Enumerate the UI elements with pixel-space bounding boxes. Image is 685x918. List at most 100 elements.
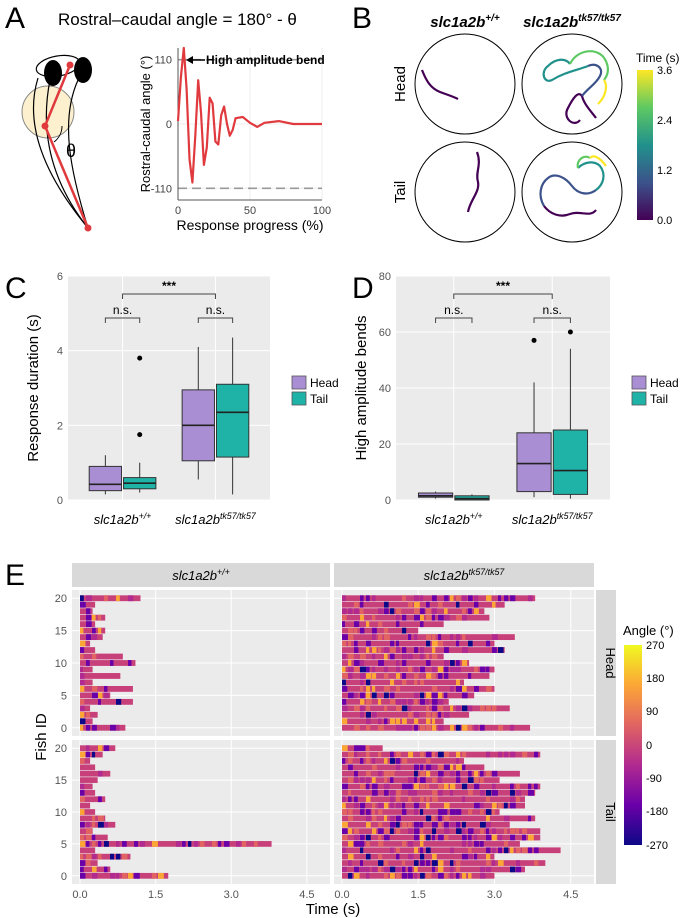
- e-angle-cell: [456, 601, 460, 608]
- e-angle-cell: [396, 673, 400, 679]
- e-angle-cell: [342, 608, 347, 615]
- e-angle-cell: [80, 647, 85, 653]
- e-angle-cell: [104, 685, 108, 692]
- b-legend-tick-0: 0.0: [657, 215, 672, 227]
- e-angle-cell: [348, 608, 353, 615]
- e-angle-cell: [98, 745, 103, 752]
- e-angle-cell: [348, 666, 354, 673]
- e-angle-cell: [372, 783, 378, 790]
- e-angle-cell: [86, 634, 92, 641]
- e-angle-cell: [408, 666, 413, 673]
- e-angle-cell: [360, 841, 365, 847]
- e-angle-cell: [486, 796, 490, 803]
- e-angle-cell: [80, 666, 84, 673]
- e-angle-cell: [372, 627, 377, 634]
- e-fish-row-bar: [80, 724, 126, 731]
- e-angle-cell: [480, 789, 485, 796]
- d-legend-swatch-head: [631, 375, 647, 390]
- e-fish-row-bar: [342, 608, 485, 615]
- e-angle-cell: [86, 608, 91, 615]
- e-angle-cell: [444, 692, 448, 699]
- e-angle-cell: [182, 841, 186, 847]
- e-angle-cell: [354, 660, 360, 666]
- e-angle-cell: [372, 653, 376, 660]
- e-angle-cell: [98, 853, 102, 860]
- e-legend-tick-m90: -90: [646, 773, 662, 785]
- e-angle-cell: [432, 821, 438, 828]
- e-angle-cell: [86, 660, 90, 666]
- e-angle-cell: [450, 595, 454, 602]
- e-angle-cell: [534, 847, 539, 854]
- e-angle-cell: [140, 841, 145, 847]
- e-angle-cell: [92, 634, 98, 641]
- e-angle-cell: [486, 789, 492, 796]
- e-angle-cell: [498, 802, 503, 809]
- e-angle-cell: [402, 595, 406, 602]
- e-angle-cell: [414, 608, 420, 615]
- e-angle-cell: [396, 872, 401, 879]
- e-angle-cell: [432, 692, 438, 699]
- e-angle-cell: [372, 815, 377, 822]
- e-angle-cell: [360, 595, 364, 602]
- e-angle-cell: [360, 758, 364, 764]
- e-angle-cell: [342, 705, 348, 712]
- e-angle-cell: [462, 608, 466, 615]
- c-outlier-point: [137, 355, 143, 361]
- e-angle-cell: [390, 692, 395, 699]
- e-angle-cell: [456, 770, 461, 777]
- e-angle-cell: [402, 679, 407, 686]
- e-angle-cell: [128, 872, 133, 879]
- e-angle-cell: [480, 770, 484, 777]
- e-angle-cell: [438, 764, 444, 771]
- e-angle-cell: [390, 679, 395, 686]
- e-angle-cell: [450, 666, 456, 673]
- e-angle-cell: [354, 724, 360, 731]
- e-angle-cell: [348, 692, 354, 699]
- e-angle-cell: [354, 751, 358, 758]
- e-angle-cell: [360, 783, 365, 790]
- e-angle-cell: [98, 841, 102, 847]
- e-angle-cell: [384, 685, 390, 692]
- e-angle-cell: [372, 802, 376, 809]
- e-angle-cell: [486, 705, 492, 712]
- e-angle-cell: [372, 692, 377, 699]
- e-angle-cell: [420, 679, 425, 686]
- e-angle-cell: [432, 685, 438, 692]
- c-x-category-label: slc1a2b+/+: [94, 511, 152, 527]
- e-angle-cell: [444, 614, 450, 621]
- e-angle-cell: [444, 809, 448, 815]
- e-angle-cell: [80, 724, 84, 731]
- e-angle-cell: [384, 627, 389, 634]
- e-angle-cell: [348, 860, 352, 866]
- e-angle-cell: [402, 866, 406, 873]
- e-fish-row-bar: [80, 783, 93, 790]
- e-angle-cell: [396, 608, 402, 615]
- e-angle-cell: [104, 866, 108, 873]
- e-fish-row-bar: [342, 692, 475, 699]
- e-angle-cell: [86, 834, 92, 841]
- e-angle-cell: [372, 685, 376, 692]
- e-angle-cell: [414, 634, 418, 641]
- e-angle-cell: [468, 841, 472, 847]
- panel-d: D 0 20 40 60 80 n.s. n.s. *** slc1a2b+/+ slc1a2bt…: [352, 271, 679, 527]
- e-angle-cell: [378, 834, 382, 841]
- e-angle-cell: [474, 724, 479, 731]
- e-angle-cell: [420, 860, 425, 866]
- e-angle-colorbar: [624, 645, 642, 845]
- e-angle-cell: [402, 647, 407, 653]
- e-angle-cell: [534, 860, 539, 866]
- c-legend-label-head: Head: [310, 376, 339, 390]
- e-angle-cell: [360, 866, 366, 873]
- e-y-tick-label: 0: [61, 871, 67, 883]
- e-angle-cell: [426, 796, 430, 803]
- e-angle-cell: [426, 872, 432, 879]
- e-angle-cell: [468, 608, 472, 615]
- e-angle-cell: [378, 608, 384, 615]
- e-angle-cell: [456, 705, 462, 712]
- e-angle-cell: [438, 866, 444, 873]
- e-angle-cell: [510, 866, 516, 873]
- e-angle-cell: [432, 608, 437, 615]
- angle-heatmap: slc1a2b+/+ slc1a2btk57/tk57 Head Tail 0.0 1.5…: [33, 563, 618, 918]
- e-fish-row-bar: [80, 698, 133, 705]
- c-y-tick-label: 0: [57, 495, 63, 507]
